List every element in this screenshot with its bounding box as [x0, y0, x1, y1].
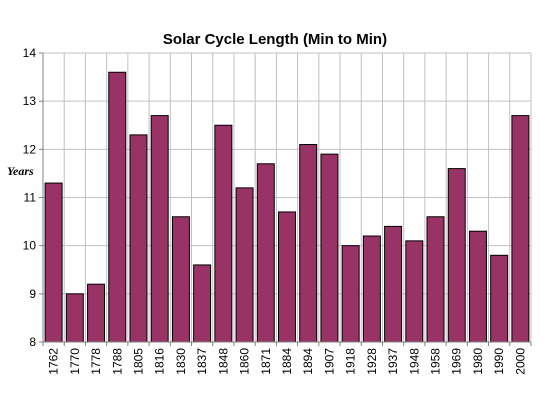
x-tick-label: 1948 — [407, 348, 421, 375]
x-tick-label: 1788 — [110, 348, 124, 375]
x-tick-labels: 1762 1770 1778 1788 1805 1816 1830 1837 1848 1860… — [47, 348, 528, 375]
x-tick-label: 1937 — [386, 348, 400, 375]
bar-1907 — [320, 153, 339, 343]
bar-1948 — [405, 240, 424, 343]
bar-1816 — [150, 115, 169, 343]
grid-lines — [43, 52, 532, 342]
x-tick-label: 1918 — [344, 348, 358, 375]
bar-1884 — [278, 211, 296, 343]
x-tick-label: 1907 — [322, 348, 336, 375]
x-tick-label: 1871 — [259, 348, 273, 375]
x-tick-label: 1770 — [68, 348, 82, 375]
bar-2000 — [511, 115, 530, 343]
axes — [39, 52, 532, 346]
bar-1969 — [447, 168, 466, 343]
x-tick-label: 1928 — [365, 348, 379, 375]
bar-1918 — [341, 245, 360, 343]
bar-1894 — [299, 144, 318, 343]
bars — [44, 71, 530, 343]
bar-1778 — [87, 283, 106, 343]
bar-1871 — [256, 163, 275, 343]
x-tick-label: 1778 — [89, 348, 103, 375]
bar-1928 — [362, 235, 381, 343]
y-tick-label: 11 — [24, 191, 37, 205]
x-tick-label: 1894 — [301, 348, 315, 375]
x-tick-label: 1969 — [450, 348, 464, 375]
bar-1990 — [490, 254, 509, 343]
bar-1958 — [426, 216, 445, 343]
bar-1762 — [44, 182, 63, 343]
bar-1770 — [65, 293, 84, 343]
bar-1837 — [193, 264, 212, 343]
bar-1860 — [235, 187, 254, 343]
x-tick-label: 1762 — [47, 348, 61, 375]
y-tick-label: 13 — [23, 94, 37, 108]
x-tick-label: 1848 — [216, 348, 230, 375]
x-tick-label: 1816 — [153, 348, 167, 375]
x-tick-label: 1830 — [174, 348, 188, 375]
x-tick-label: 1990 — [492, 348, 506, 375]
x-tick-label: 1884 — [280, 348, 294, 375]
bar-1788 — [108, 71, 127, 343]
y-tick-label: 14 — [23, 46, 37, 60]
x-tick-label: 2000 — [513, 348, 527, 375]
x-tick-label: 1805 — [131, 348, 145, 375]
bar-1937 — [384, 225, 403, 343]
x-tick-label: 1980 — [471, 348, 485, 375]
bar-1805 — [129, 134, 148, 343]
bar-1830 — [171, 216, 190, 343]
bar-1848 — [214, 124, 233, 343]
y-tick-labels: 8 9 10 11 12 13 14 — [23, 46, 37, 349]
x-tick-label: 1860 — [238, 348, 252, 375]
y-axis-label: Years — [7, 164, 34, 178]
x-tick-label: 1958 — [429, 348, 443, 375]
y-tick-label: 9 — [29, 287, 36, 301]
chart-title: Solar Cycle Length (Min to Min) — [163, 31, 387, 48]
x-tick-label: 1837 — [195, 348, 209, 375]
y-tick-label: 8 — [29, 335, 36, 349]
y-tick-label: 12 — [23, 142, 37, 156]
bar-1980 — [468, 230, 487, 343]
y-tick-label: 10 — [23, 239, 37, 253]
